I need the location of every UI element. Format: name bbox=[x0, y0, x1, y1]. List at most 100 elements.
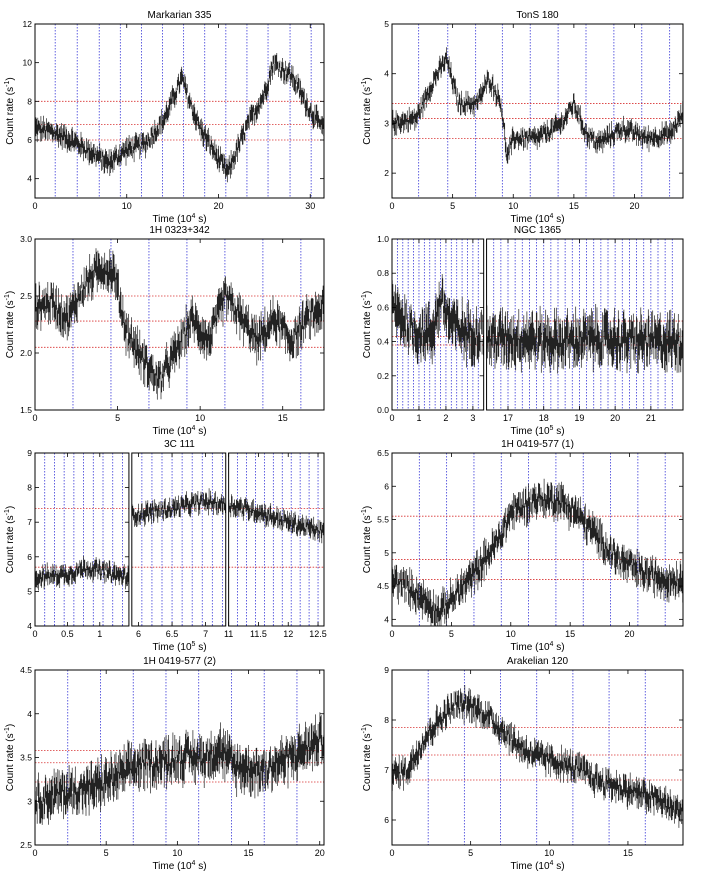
x-tick-label: 11.5 bbox=[250, 629, 267, 639]
y-tick-label: 3 bbox=[384, 118, 389, 128]
x-axis-label-unit: s) bbox=[553, 861, 564, 872]
y-tick-label: 6 bbox=[27, 552, 32, 562]
y-tick-label: 5 bbox=[384, 548, 389, 558]
x-tick-label: 15 bbox=[244, 848, 254, 858]
y-tick-label: 10 bbox=[23, 58, 33, 68]
x-tick-label: 5 bbox=[115, 413, 120, 423]
x-tick-label: 0 bbox=[32, 413, 37, 423]
y-axis-label-exponent: -1 bbox=[361, 294, 368, 300]
y-tick-label: 1.5 bbox=[20, 405, 32, 415]
x-axis-label-unit: s) bbox=[195, 214, 206, 225]
x-tick-label: 1 bbox=[416, 413, 421, 423]
x-axis-label: Time (104 s) bbox=[510, 641, 564, 653]
y-axis-label-unit: ) bbox=[362, 291, 373, 294]
x-axis-label-main: Time (10 bbox=[152, 861, 192, 872]
x-tick-label: 20 bbox=[625, 629, 635, 639]
panel-1: 0 0.5 1 4 5 6 7 8 9 bbox=[27, 448, 130, 639]
x-tick-label: 11 bbox=[224, 629, 233, 639]
chart-8: Arakelian 120 Time (104 s) Count rate (s-1… bbox=[361, 656, 684, 872]
y-tick-label: 6.5 bbox=[377, 448, 389, 458]
x-tick-label: 30 bbox=[305, 201, 315, 211]
x-tick-label: 5 bbox=[468, 848, 473, 858]
y-tick-label: 4 bbox=[384, 614, 389, 624]
y-tick-label: 6 bbox=[384, 481, 389, 491]
x-tick-label: 6 bbox=[136, 629, 141, 639]
y-tick-label: 2 bbox=[384, 168, 389, 178]
y-axis-label-exponent: -1 bbox=[4, 81, 11, 87]
x-tick-label: 10 bbox=[172, 848, 182, 858]
x-axis-label-unit: s) bbox=[553, 426, 564, 437]
y-axis-label-unit: ) bbox=[5, 77, 16, 80]
x-axis-label: Time (104 s) bbox=[152, 213, 206, 225]
y-tick-label: 2.5 bbox=[20, 291, 32, 301]
x-axis-label-main: Time (10 bbox=[510, 861, 550, 872]
y-tick-label: 3.0 bbox=[20, 234, 32, 244]
light-curve-errorbars bbox=[392, 478, 683, 626]
x-axis-label: Time (105 s) bbox=[152, 641, 206, 653]
x-axis-label-exponent: 5 bbox=[550, 425, 554, 432]
y-tick-label: 12 bbox=[23, 19, 33, 29]
x-tick-label: 0 bbox=[32, 848, 37, 858]
x-axis-label-unit: s) bbox=[553, 642, 564, 653]
x-tick-label: 1 bbox=[97, 629, 102, 639]
light-curve-errorbars bbox=[35, 248, 324, 400]
x-tick-label: 20 bbox=[610, 413, 620, 423]
y-tick-label: 4 bbox=[384, 69, 389, 79]
x-axis-label: Time (105 s) bbox=[510, 425, 564, 437]
panel-1: 0 5 10 15 20 2.5 3 3.5 4 4.5 bbox=[20, 665, 325, 858]
y-tick-label: 6 bbox=[27, 135, 32, 145]
light-curve-errorbars bbox=[486, 304, 684, 374]
x-tick-label: 0 bbox=[32, 629, 37, 639]
y-axis-label: Count rate (s-1) bbox=[4, 77, 16, 144]
light-curve bbox=[486, 304, 684, 374]
x-axis-label-main: Time (10 bbox=[510, 642, 550, 653]
y-tick-label: 4 bbox=[27, 621, 32, 631]
light-curve-errorbars bbox=[392, 685, 683, 828]
x-axis-label-exponent: 4 bbox=[192, 425, 196, 432]
x-tick-label: 0 bbox=[389, 413, 394, 423]
light-curve bbox=[35, 555, 129, 591]
x-tick-label: 17 bbox=[503, 413, 513, 423]
panel-3: 11 11.5 12 12.5 bbox=[224, 452, 327, 639]
y-axis-label-exponent: -1 bbox=[4, 509, 11, 515]
chart-6: 1H 0419-577 (1)Time (104 s)Count rate (s… bbox=[361, 439, 684, 653]
panel-1: 0 5 10 15 6 7 8 9 bbox=[384, 665, 684, 858]
y-tick-label: 4.5 bbox=[20, 665, 32, 675]
y-tick-label: 9 bbox=[27, 448, 32, 458]
y-tick-label: 7 bbox=[384, 765, 389, 775]
x-tick-label: 0 bbox=[389, 629, 394, 639]
panel-frame bbox=[391, 23, 684, 199]
x-axis-label: Time (104 s) bbox=[510, 860, 564, 872]
y-axis-label-main: Count rate (s bbox=[5, 300, 16, 358]
x-tick-label: 5 bbox=[449, 629, 454, 639]
panel-frame bbox=[391, 669, 684, 846]
light-curve bbox=[131, 488, 226, 527]
chart-3: 1H 0323+342 Time (104 s) Count rate (s-1) 0… bbox=[4, 225, 325, 437]
chart-title: 1H 0419-577 (2) bbox=[143, 656, 216, 667]
chart-title: 3C 111 bbox=[164, 439, 195, 450]
x-tick-label: 20 bbox=[629, 201, 639, 211]
y-tick-label: 1.0 bbox=[377, 234, 389, 244]
y-axis-label-exponent: -1 bbox=[4, 727, 11, 733]
light-curve bbox=[392, 685, 683, 828]
x-axis-label-unit: s) bbox=[553, 214, 564, 225]
chart-title: NGC 1365 bbox=[514, 225, 562, 236]
panel-2: 17 18 19 20 21 bbox=[486, 238, 684, 423]
panel-frame bbox=[34, 238, 325, 411]
x-tick-label: 10 bbox=[122, 201, 132, 211]
y-axis-label-unit: ) bbox=[5, 724, 16, 727]
x-tick-label: 0.5 bbox=[61, 629, 74, 639]
y-axis-label: Count rate (s-1) bbox=[361, 724, 373, 791]
x-tick-label: 19 bbox=[574, 413, 584, 423]
y-tick-label: 4 bbox=[27, 709, 32, 719]
panel-frame bbox=[391, 452, 684, 627]
y-tick-label: 8 bbox=[384, 715, 389, 725]
x-tick-label: 12 bbox=[283, 629, 293, 639]
chart-title: Arakelian 120 bbox=[507, 656, 569, 667]
x-axis-label-exponent: 4 bbox=[550, 860, 554, 867]
light-curve bbox=[35, 53, 324, 183]
x-axis-label-exponent: 4 bbox=[550, 213, 554, 220]
y-axis-label-main: Count rate (s bbox=[362, 515, 373, 573]
x-axis-label-main: Time (10 bbox=[510, 214, 550, 225]
